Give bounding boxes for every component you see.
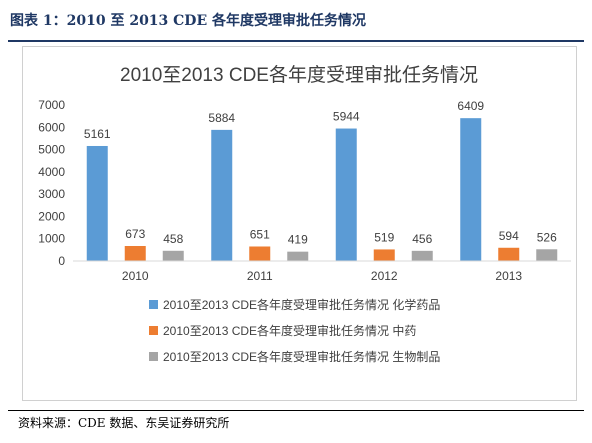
figure-caption: 图表 1：2010 至 2013 CDE 各年度受理审批任务情况: [10, 13, 366, 29]
bar-value-label: 6409: [457, 99, 484, 113]
bar-value-label: 673: [125, 227, 145, 241]
bar-value-label: 526: [537, 230, 557, 244]
x-tick-label: 2013: [495, 269, 522, 283]
bar-value-label: 519: [374, 230, 394, 244]
bar-2013-s0: [460, 118, 482, 261]
source-divider: [8, 410, 584, 411]
chart-frame: 2010至2013 CDE各年度受理审批任务情况 0 1000 2000 3000 40…: [22, 46, 577, 401]
legend-swatch: [149, 300, 158, 309]
bar-value-label: 458: [163, 232, 183, 246]
x-tick-label: 2012: [371, 269, 398, 283]
bar-value-label: 651: [250, 227, 270, 241]
bar-series: [86, 118, 558, 261]
bar-2010-s0: [86, 145, 108, 261]
x-axis-categories: 2010 2011 2012 2013: [122, 269, 523, 283]
bar-2013-s2: [536, 249, 558, 261]
bar-2010-s2: [162, 250, 184, 261]
bar-2012-s2: [411, 250, 433, 261]
y-tick-label: 1000: [38, 232, 65, 246]
bar-value-label: 594: [499, 229, 519, 243]
bar-2012-s0: [335, 128, 357, 261]
bar-value-label: 419: [288, 233, 308, 247]
bar-chart: 2010至2013 CDE各年度受理审批任务情况 0 1000 2000 3000 40…: [38, 64, 571, 364]
chart-legend: 2010至2013 CDE各年度受理审批任务情况 化学药品 2010至2013 C…: [149, 297, 440, 364]
bar-value-label: 5161: [84, 127, 111, 141]
legend-swatch: [149, 326, 158, 335]
y-tick-label: 3000: [38, 187, 65, 201]
bar-value-label: 5884: [208, 111, 235, 125]
bar-2011-s1: [249, 246, 271, 261]
legend-label: 2010至2013 CDE各年度受理审批任务情况 化学药品: [163, 297, 440, 312]
y-tick-label: 7000: [38, 98, 65, 112]
y-tick-label: 0: [58, 254, 65, 268]
legend-swatch: [149, 352, 158, 361]
legend-label: 2010至2013 CDE各年度受理审批任务情况 生物制品: [163, 349, 440, 364]
y-tick-label: 4000: [38, 165, 65, 179]
bar-2013-s1: [498, 247, 520, 261]
bar-2012-s1: [373, 249, 395, 261]
y-tick-label: 5000: [38, 143, 65, 157]
y-tick-label: 2000: [38, 209, 65, 223]
x-tick-label: 2011: [247, 269, 273, 283]
bar-2011-s0: [211, 129, 233, 261]
bar-value-label: 456: [412, 232, 432, 246]
x-tick-label: 2010: [122, 269, 149, 283]
source-note: 资料来源：CDE 数据、东吴证券研究所: [18, 416, 230, 430]
legend-label: 2010至2013 CDE各年度受理审批任务情况 中药: [163, 323, 416, 338]
bar-2011-s2: [287, 251, 309, 261]
caption-divider: [8, 40, 584, 42]
bar-data-labels: 5161 673 458 5884 651 419 5944 519 456 6409 594 526: [84, 99, 557, 246]
bar-value-label: 5944: [333, 110, 360, 124]
bar-2010-s1: [124, 246, 146, 261]
chart-title: 2010至2013 CDE各年度受理审批任务情况: [120, 64, 478, 86]
y-axis-ticks: 0 1000 2000 3000 4000 5000 6000 7000: [38, 98, 65, 268]
y-tick-label: 6000: [38, 120, 65, 134]
